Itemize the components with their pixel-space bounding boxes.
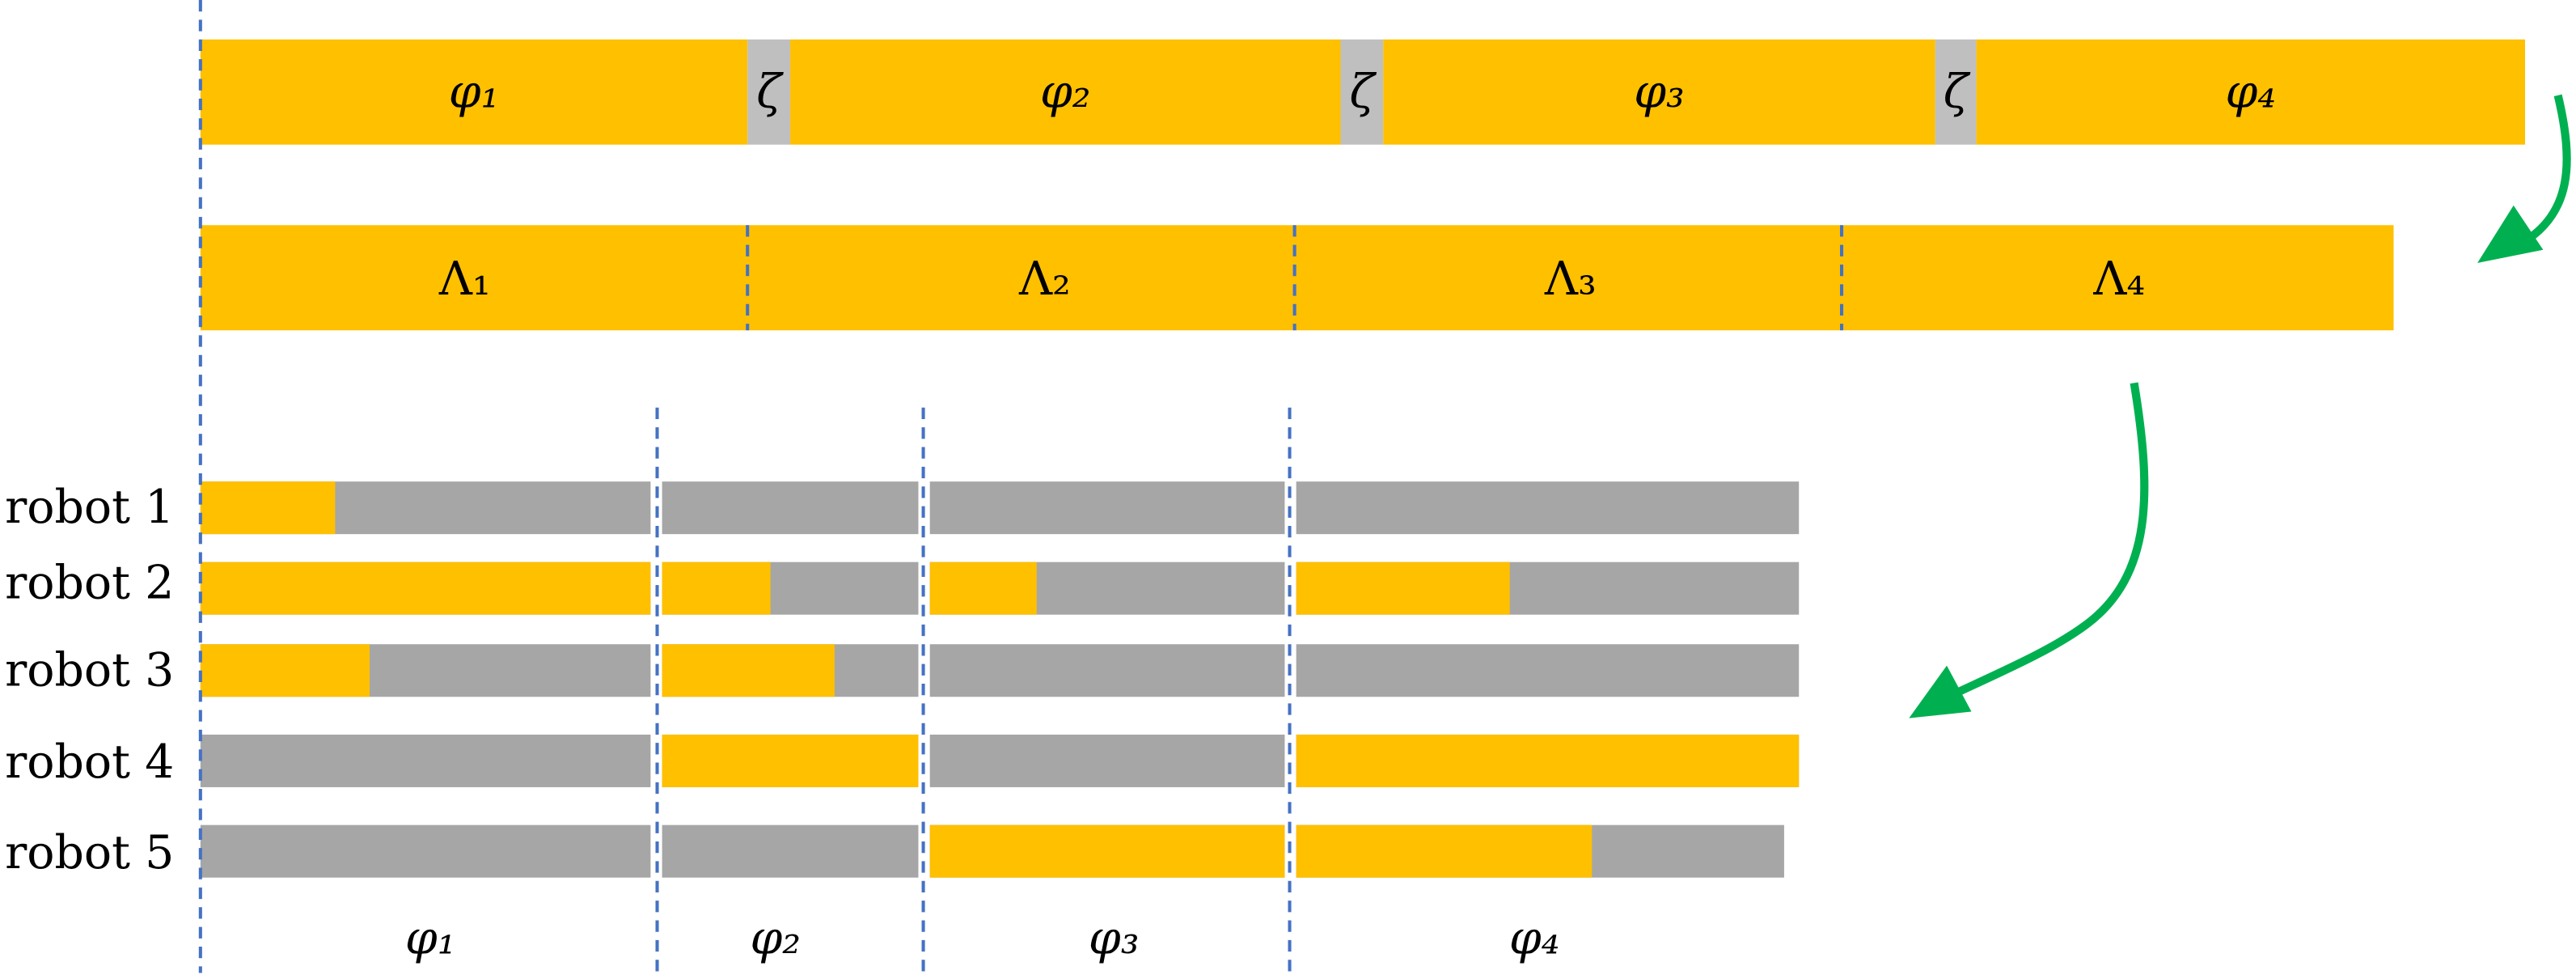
robot-label: robot 5	[5, 826, 174, 879]
segment-label: φ₃	[1634, 65, 1685, 118]
phase-label: φ₂	[750, 911, 801, 964]
gap-segment	[1935, 39, 1977, 145]
task-active	[1296, 562, 1510, 615]
task-active	[200, 562, 651, 615]
segment-label: ζ	[1944, 65, 1971, 118]
phase-segment	[1383, 39, 1935, 145]
phase-segment	[1976, 39, 2526, 145]
phase-label: φ₄	[1509, 911, 1560, 964]
task-bg	[662, 481, 919, 535]
robot-label: robot 4	[5, 735, 174, 789]
segment-label: φ₂	[1040, 65, 1091, 118]
arrow	[2519, 94, 2571, 247]
task-bg	[1296, 644, 1800, 697]
arrow-head	[1909, 665, 1972, 718]
segment-label: φ₄	[2225, 65, 2276, 118]
task-bg	[929, 734, 1285, 787]
task-bg	[200, 734, 651, 787]
phase-label: φ₁	[405, 911, 456, 964]
task-bg	[929, 644, 1285, 697]
robot-label: robot 3	[5, 643, 174, 697]
lambda-label: Λ₃	[1544, 252, 1597, 306]
phase-segment	[200, 39, 748, 145]
task-active	[929, 824, 1285, 878]
task-active	[662, 562, 771, 615]
task-bg	[1296, 481, 1800, 535]
task-active	[1296, 824, 1593, 878]
layer: φ₁ ζ φ₂ ζ φ₃ ζ φ₄ Λ₁ Λ₂ Λ₃ Λ₄ robot 1 robot 2 robot 3…	[5, 0, 2526, 973]
segment-label: ζ	[1349, 65, 1377, 118]
lambda-label: Λ₁	[438, 252, 491, 306]
task-active	[929, 562, 1037, 615]
robot-label: robot 2	[5, 557, 174, 610]
task-active	[662, 644, 835, 697]
lambda-label: Λ₂	[1018, 252, 1071, 306]
task-bg	[662, 824, 919, 878]
phase-segment	[790, 39, 1341, 145]
gap-segment	[1340, 39, 1384, 145]
task-active	[662, 734, 919, 787]
arrow	[1953, 382, 2149, 697]
task-active	[200, 481, 336, 535]
robot-label: robot 1	[5, 481, 174, 534]
task-bg	[929, 481, 1285, 535]
segment-label: φ₁	[449, 65, 500, 118]
arrow-head	[2477, 205, 2544, 263]
lambda-label: Λ₄	[2092, 252, 2145, 306]
phase-label: φ₃	[1089, 911, 1140, 964]
task-active	[1296, 734, 1800, 787]
gap-segment	[747, 39, 791, 145]
task-active	[200, 644, 370, 697]
task-bg	[200, 824, 651, 878]
segment-label: ζ	[756, 65, 784, 118]
lambda-bar	[200, 225, 2394, 331]
